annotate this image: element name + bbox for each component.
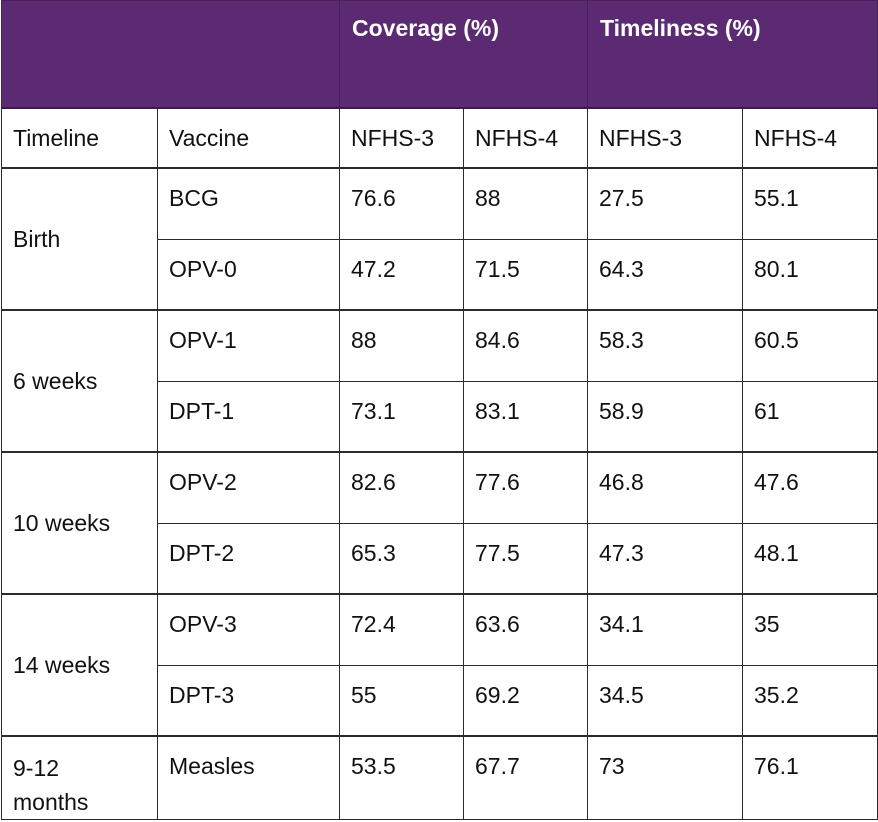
coverage-nfhs3-cell: 72.4	[339, 593, 464, 666]
timeliness-nfhs4-cell: 48.1	[742, 522, 878, 595]
coverage-nfhs4-cell: 84.6	[462, 309, 589, 382]
coverage-nfhs3-cell: 76.6	[339, 167, 464, 240]
timeliness-nfhs4-cell: 35.2	[742, 664, 878, 737]
coverage-nfhs3-cell: 47.2	[339, 238, 464, 311]
vaccine-cell: OPV-0	[157, 238, 340, 311]
coverage-nfhs4-cell: 83.1	[462, 380, 589, 453]
column-header-coverage-nfhs4: NFHS-4	[462, 107, 589, 169]
column-header-coverage-nfhs3: NFHS-3	[339, 107, 464, 169]
timeliness-nfhs4-cell: 35	[742, 593, 878, 666]
vaccine-cell: OPV-2	[157, 451, 340, 524]
timeliness-nfhs3-cell: 47.3	[587, 522, 744, 595]
group-header-empty	[1, 0, 340, 109]
table-row: DPT-1 73.1 83.1 58.9 61	[2, 380, 878, 453]
column-header-timeliness-nfhs4: NFHS-4	[742, 107, 878, 169]
timeliness-nfhs3-cell: 34.1	[587, 593, 744, 666]
coverage-nfhs4-cell: 77.6	[462, 451, 589, 524]
timeliness-nfhs3-cell: 46.8	[587, 451, 744, 524]
timeliness-nfhs4-cell: 76.1	[742, 735, 878, 820]
coverage-nfhs3-cell: 53.5	[339, 735, 464, 820]
timeliness-nfhs4-cell: 60.5	[742, 309, 878, 382]
vaccine-cell: DPT-3	[157, 664, 340, 737]
coverage-nfhs3-cell: 82.6	[339, 451, 464, 524]
coverage-nfhs4-cell: 67.7	[462, 735, 589, 820]
timeliness-nfhs4-cell: 55.1	[742, 167, 878, 240]
vaccine-cell: OPV-1	[157, 309, 340, 382]
timeline-cell: 10 weeks	[1, 451, 158, 595]
timeliness-nfhs3-cell: 64.3	[587, 238, 744, 311]
column-header-row: Timeline Vaccine NFHS-3 NFHS-4 NFHS-3 NF…	[1, 107, 878, 169]
column-header-timeline: Timeline	[1, 107, 158, 169]
timeliness-nfhs4-cell: 47.6	[742, 451, 878, 524]
table-row: Birth BCG 76.6 88 27.5 55.1	[1, 167, 878, 311]
vaccine-cell: Measles	[157, 735, 340, 820]
coverage-nfhs4-cell: 77.5	[462, 522, 589, 595]
coverage-nfhs3-cell: 65.3	[339, 522, 464, 595]
coverage-nfhs4-cell: 88	[462, 167, 589, 240]
coverage-nfhs4-cell: 63.6	[462, 593, 589, 666]
table-row: DPT-3 55 69.2 34.5 35.2	[2, 664, 878, 737]
timeliness-nfhs4-cell: 80.1	[742, 238, 878, 311]
vaccine-cell: DPT-2	[157, 522, 340, 595]
timeliness-nfhs4-cell: 61	[742, 380, 878, 453]
timeliness-nfhs3-cell: 58.3	[587, 309, 744, 382]
table-row: 14 weeks OPV-3 72.4 63.6 34.1 35	[1, 593, 878, 737]
vaccine-cell: OPV-3	[157, 593, 340, 666]
coverage-group-header: Coverage (%)	[338, 0, 589, 109]
table-row: 6 weeks OPV-1 88 84.6 58.3 60.5	[1, 309, 878, 453]
column-header-timeliness-nfhs3: NFHS-3	[587, 107, 744, 169]
coverage-nfhs3-cell: 88	[339, 309, 464, 382]
timeline-cell: Birth	[1, 167, 158, 311]
column-header-vaccine: Vaccine	[157, 107, 340, 169]
timeline-cell: 9-12 months	[1, 735, 158, 820]
vaccine-cell: DPT-1	[157, 380, 340, 453]
coverage-nfhs3-cell: 55	[339, 664, 464, 737]
coverage-nfhs3-cell: 73.1	[339, 380, 464, 453]
timeline-cell: 6 weeks	[1, 309, 158, 453]
timeliness-nfhs3-cell: 73	[587, 735, 744, 820]
vaccine-cell: BCG	[157, 167, 340, 240]
table-body: Birth BCG 76.6 88 27.5 55.1 OPV-0 47.2 71.5 64.3 8…	[1, 167, 878, 820]
coverage-nfhs4-cell: 71.5	[462, 238, 589, 311]
table-row: 9-12 months Measles 53.5 67.7 73 76.1	[1, 735, 878, 820]
timeliness-nfhs3-cell: 27.5	[587, 167, 744, 240]
timeliness-nfhs3-cell: 34.5	[587, 664, 744, 737]
table-row: DPT-2 65.3 77.5 47.3 48.1	[2, 522, 878, 595]
timeliness-nfhs3-cell: 58.9	[587, 380, 744, 453]
timeline-cell: 14 weeks	[1, 593, 158, 737]
timeliness-group-header: Timeliness (%)	[587, 0, 878, 109]
group-header-row: Coverage (%) Timeliness (%)	[1, 0, 878, 109]
table-row: 10 weeks OPV-2 82.6 77.6 46.8 47.6	[1, 451, 878, 595]
coverage-nfhs4-cell: 69.2	[462, 664, 589, 737]
